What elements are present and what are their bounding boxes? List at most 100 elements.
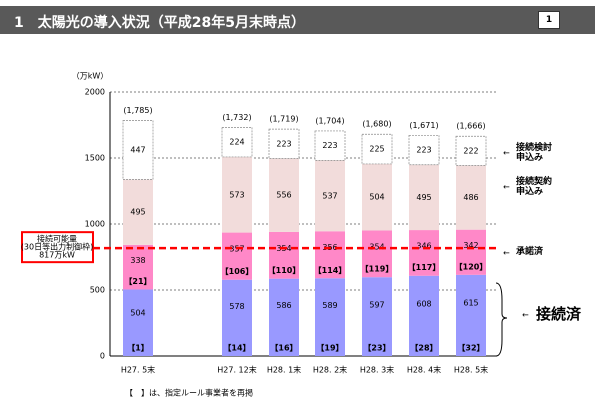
value-label: 224: [229, 138, 244, 147]
series-label: 承諾済: [516, 247, 544, 257]
value-label: 486: [463, 193, 478, 202]
sub-label: 【110】: [268, 265, 301, 275]
total-label: (1,732): [222, 113, 251, 122]
value-label: 223: [322, 141, 337, 150]
total-label: (1,785): [123, 106, 152, 115]
value-label: 495: [416, 193, 431, 202]
header-title: 1 太陽光の導入状況（平成28年5月末時点）: [14, 15, 305, 31]
header-bar: [0, 6, 595, 34]
sub-label: 【14】: [223, 343, 250, 353]
bar-segment: [221, 127, 253, 158]
bar-segment: [409, 230, 439, 276]
x-tick-label: H27. 5末: [121, 365, 155, 375]
bar-segment: [268, 128, 300, 159]
x-tick-label: H28. 3末: [360, 365, 394, 375]
bar-segment: [269, 231, 299, 279]
value-label: 223: [416, 146, 431, 155]
bar-segment: [409, 164, 439, 231]
value-label: 223: [276, 139, 291, 148]
sub-label: 【32】: [457, 343, 484, 353]
bar-segment: [315, 231, 345, 279]
limit-text: 817万kW: [39, 251, 75, 260]
y-tick-label: 2000: [85, 88, 105, 97]
sub-label: 【114】: [314, 265, 347, 275]
value-label: 615: [463, 299, 478, 308]
value-label: 586: [276, 301, 291, 310]
total-label: (1,680): [362, 120, 391, 129]
y-unit: （万kW）: [72, 72, 109, 81]
bar-segment: [314, 130, 346, 161]
x-tick-label: H28. 4末: [407, 365, 441, 375]
bar-segment: [222, 156, 252, 233]
value-label: 556: [276, 191, 291, 200]
page-number: 1: [538, 11, 560, 29]
value-label: 346: [416, 242, 431, 251]
arrow: ←: [503, 149, 510, 158]
bar-segment: [122, 120, 154, 180]
bar-segment: [456, 165, 486, 230]
value-label: 504: [130, 308, 145, 317]
sub-label: 【1】: [127, 343, 149, 353]
total-label: (1,666): [456, 122, 485, 131]
value-label: 495: [130, 208, 145, 217]
value-label: 447: [130, 146, 145, 155]
value-label: 578: [229, 302, 244, 311]
sub-label: 【16】: [270, 343, 297, 353]
total-label: (1,704): [315, 117, 344, 126]
value-label: 589: [322, 301, 337, 310]
sub-label: 【106】: [221, 266, 254, 276]
bar-segment: [362, 163, 392, 231]
limit-text: (30日等出力制御枠): [21, 242, 93, 252]
sub-label: 【19】: [316, 343, 343, 353]
bar-segment: [455, 135, 487, 166]
series-label: 接続契約 申込み: [516, 177, 553, 197]
bar-segment: [123, 179, 153, 245]
arrow: ←: [503, 183, 510, 192]
x-tick-label: H28. 5末: [454, 365, 488, 375]
value-label: 608: [416, 299, 431, 308]
value-label: 504: [369, 193, 384, 202]
y-tick-label: 1000: [85, 220, 105, 229]
bar-segment: [269, 278, 299, 356]
footnote: 【 】は、指定ルール事業者を再掲: [125, 388, 253, 398]
value-label: 342: [463, 241, 478, 250]
series-label: 接続済: [536, 305, 582, 323]
limit-box: [21, 231, 94, 264]
y-tick-label: 0: [100, 352, 105, 361]
value-label: 573: [229, 190, 244, 199]
sub-label: 【21】: [124, 276, 151, 286]
bracket: [495, 282, 508, 357]
bar-segment: [269, 158, 299, 232]
bar-segment: [456, 229, 486, 275]
y-tick-label: 1500: [85, 154, 105, 163]
sub-label: 【23】: [363, 343, 390, 353]
sub-label: 【120】: [455, 261, 488, 271]
bar-segment: [222, 232, 252, 280]
x-tick-label: H28. 2末: [313, 365, 347, 375]
series-label: 接続検討 申込み: [516, 143, 553, 163]
total-label: (1,671): [409, 121, 438, 130]
arrow: ←: [522, 311, 529, 320]
value-label: 597: [369, 300, 384, 309]
arrow: ←: [503, 249, 510, 258]
bar-segment: [456, 274, 486, 356]
sub-label: 【117】: [408, 262, 441, 272]
value-label: 537: [322, 191, 337, 200]
bar-segment: [362, 277, 392, 356]
bar-segment: [222, 279, 252, 356]
sub-label: 【119】: [361, 264, 394, 274]
bar-segment: [362, 230, 392, 278]
value-label: 225: [369, 145, 384, 154]
y-tick-label: 500: [90, 286, 105, 295]
bar-segment: [315, 278, 345, 356]
x-tick-label: H27. 12末: [217, 365, 256, 375]
bar-segment: [123, 289, 153, 356]
total-label: (1,719): [269, 115, 298, 124]
bar-segment: [409, 275, 439, 356]
limit-text: 接続可能量: [37, 234, 77, 244]
value-label: 338: [130, 256, 145, 265]
bar-segment: [123, 244, 153, 290]
bar-segment: [361, 133, 393, 165]
